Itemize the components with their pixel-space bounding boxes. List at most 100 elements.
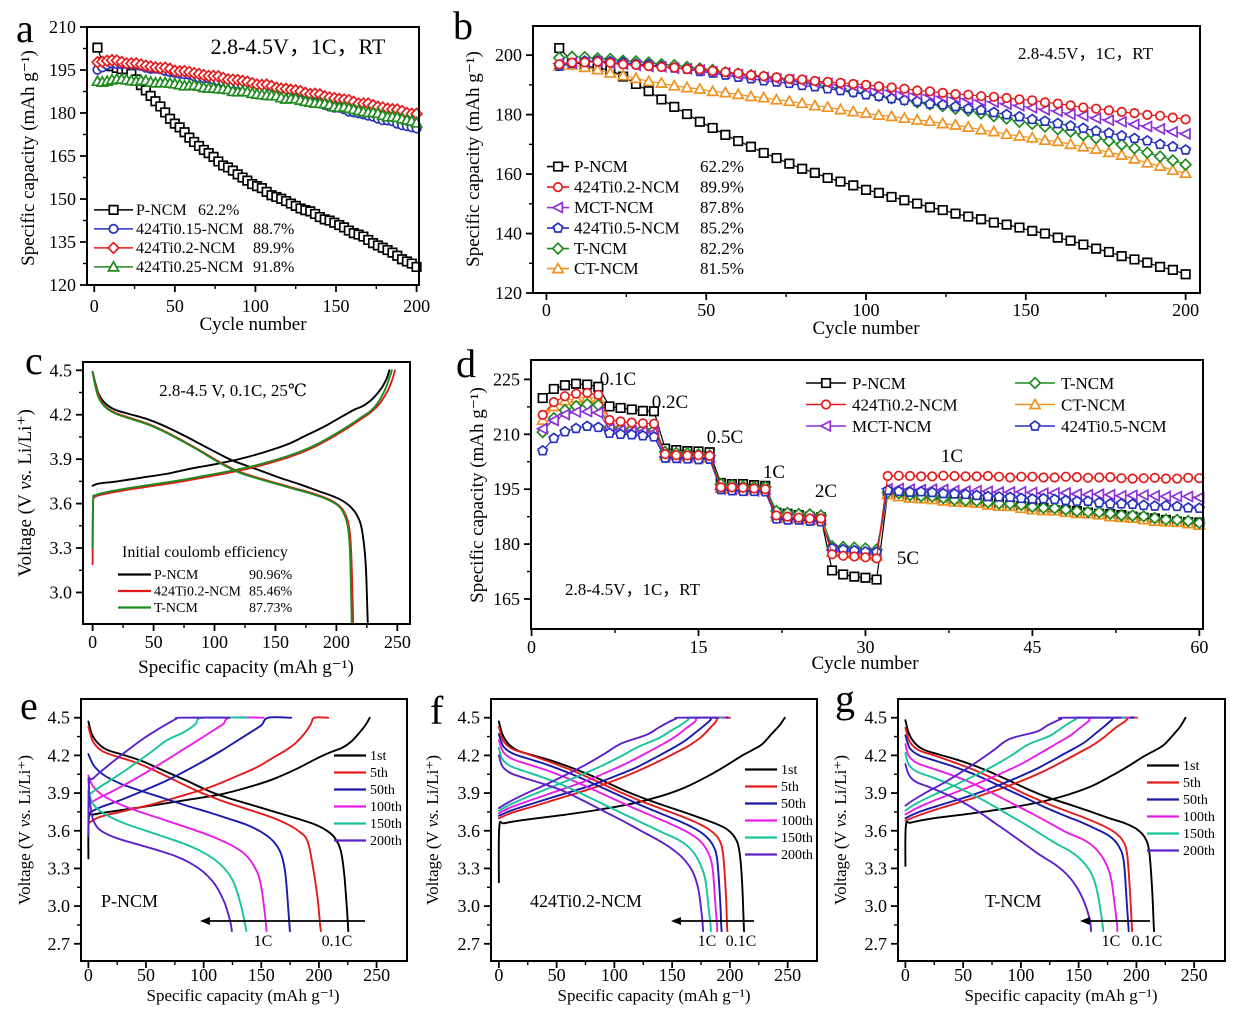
- data-point-marker: [1129, 107, 1140, 119]
- data-point-marker: [1160, 473, 1172, 484]
- series-curve-discharge: [87, 725, 322, 933]
- y-tick-label: 3.3: [50, 538, 73, 558]
- y-tick-label: 3.6: [458, 821, 481, 841]
- panel-d-rate-label: 0.2C: [652, 392, 688, 413]
- legend-label: CT-NCM: [574, 259, 639, 278]
- data-point-marker: [548, 383, 559, 395]
- data-point-marker: [886, 82, 897, 93]
- data-point-marker: [1167, 140, 1179, 152]
- series-curve-charge: [497, 716, 729, 817]
- data-point-marker: [1048, 493, 1061, 505]
- panel-c-legend: Initial coulomb efficiency P-NCM 90.96% 424…: [118, 544, 293, 616]
- data-point-marker: [915, 485, 927, 497]
- series-curve-charge: [904, 716, 1126, 812]
- data-point-marker: [835, 176, 846, 187]
- series-curve-discharge: [497, 754, 705, 933]
- data-point-marker: [860, 552, 871, 563]
- data-point-marker: [797, 163, 808, 174]
- data-point-marker: [1039, 97, 1051, 108]
- data-point-marker: [605, 57, 616, 69]
- data-point-marker: [1171, 473, 1183, 484]
- x-tick-label: 0: [88, 632, 97, 652]
- data-point-marker: [659, 449, 671, 460]
- data-point-marker: [559, 425, 571, 437]
- data-point-marker: [1114, 508, 1128, 522]
- panel-d-series: [535, 378, 1206, 585]
- panel-d-rate-label: 2C: [815, 481, 837, 502]
- series-line: [542, 425, 1200, 553]
- data-point-marker: [718, 85, 732, 98]
- y-tick-label: 3.9: [50, 449, 73, 469]
- series-curve-discharge: [497, 725, 729, 933]
- legend-label: 424Ti0.2-NCM: [154, 585, 242, 600]
- panel-d-series-424Ti0.5-NCM: [536, 420, 1206, 557]
- data-point-marker: [882, 470, 893, 482]
- panel-e-series-200th: [87, 716, 233, 933]
- data-point-marker: [707, 65, 718, 77]
- series-curve-discharge: [904, 763, 1093, 933]
- data-point-marker: [760, 484, 771, 495]
- data-point-marker: [1101, 113, 1115, 127]
- data-point-marker: [559, 391, 571, 402]
- x-tick-label: 60: [1190, 637, 1208, 657]
- data-point-marker: [1026, 493, 1038, 504]
- legend-label: 1st: [370, 749, 386, 764]
- x-tick-label: 200: [305, 965, 332, 985]
- data-point-marker: [1154, 138, 1166, 150]
- data-point-marker: [1167, 112, 1178, 123]
- y-tick-label: 4.5: [48, 708, 71, 728]
- data-point-marker: [1092, 505, 1106, 519]
- data-point-marker: [1180, 144, 1192, 155]
- legend-value: 89.9%: [700, 178, 744, 197]
- data-point-marker: [616, 68, 630, 81]
- legend-value: 87.73%: [249, 601, 293, 616]
- y-tick-label: 4.2: [50, 405, 73, 425]
- x-tick-label: 200: [1172, 300, 1199, 320]
- data-point-marker: [822, 172, 833, 184]
- data-point-marker: [554, 59, 565, 70]
- series-line: [559, 61, 1186, 135]
- legend-marker: [820, 377, 832, 389]
- panel-b: 0 50 100 150 200 120 140 160 180 200 Cycle number S…: [453, 3, 1201, 339]
- data-point-marker: [1071, 495, 1083, 507]
- data-point-marker: [579, 57, 590, 68]
- x-tick-label: 50: [954, 965, 972, 985]
- legend-label: MCT-NCM: [852, 417, 932, 436]
- data-point-marker: [849, 571, 860, 582]
- panel-b-series: [552, 42, 1193, 280]
- series-curve-discharge: [87, 777, 233, 933]
- data-point-marker: [1037, 501, 1050, 515]
- y-tick-label: 4.2: [48, 745, 71, 765]
- y-tick-label: 4.2: [458, 745, 481, 765]
- series-curve-discharge: [904, 751, 1105, 933]
- rate-arrow-label: 0.1C: [726, 933, 757, 950]
- y-tick-label: 2.7: [458, 934, 481, 954]
- data-point-marker: [535, 422, 548, 436]
- data-point-marker: [848, 180, 859, 191]
- data-point-marker: [1004, 472, 1016, 483]
- data-point-marker: [615, 416, 626, 427]
- panel-g-x-axis-label: Specific capacity (mAh g⁻¹): [965, 986, 1158, 1005]
- panel-d-rate-label: 1C: [941, 446, 963, 467]
- data-point-marker: [1103, 105, 1115, 116]
- legend-label: P-NCM: [136, 202, 187, 219]
- data-point-marker: [975, 214, 987, 225]
- data-point-marker: [1076, 139, 1090, 152]
- legend-label: 100th: [1183, 810, 1215, 825]
- x-tick-label: 0: [494, 965, 503, 985]
- legend-label: MCT-NCM: [574, 198, 654, 217]
- data-point-marker: [769, 92, 784, 105]
- x-tick-label: 50: [145, 632, 163, 652]
- data-point-marker: [570, 378, 582, 389]
- panel-f-y-axis-label: Voltage (V vs. Li/Li⁺): [423, 755, 442, 905]
- data-point-marker: [795, 96, 809, 109]
- panel-e-letter: e: [20, 683, 38, 728]
- data-point-marker: [1181, 514, 1195, 528]
- legend-label: 150th: [1183, 827, 1215, 842]
- data-point-marker: [626, 428, 638, 440]
- panel-g-series-200th: [904, 716, 1122, 933]
- data-point-marker: [1142, 257, 1153, 268]
- panel-f: 0 50 100 150 200 250 2.7 3.0 3.3 3.6 3.9 4.2 4.5 Spec…: [423, 688, 818, 1005]
- data-point-marker: [1125, 509, 1140, 523]
- data-point-marker: [1050, 104, 1063, 118]
